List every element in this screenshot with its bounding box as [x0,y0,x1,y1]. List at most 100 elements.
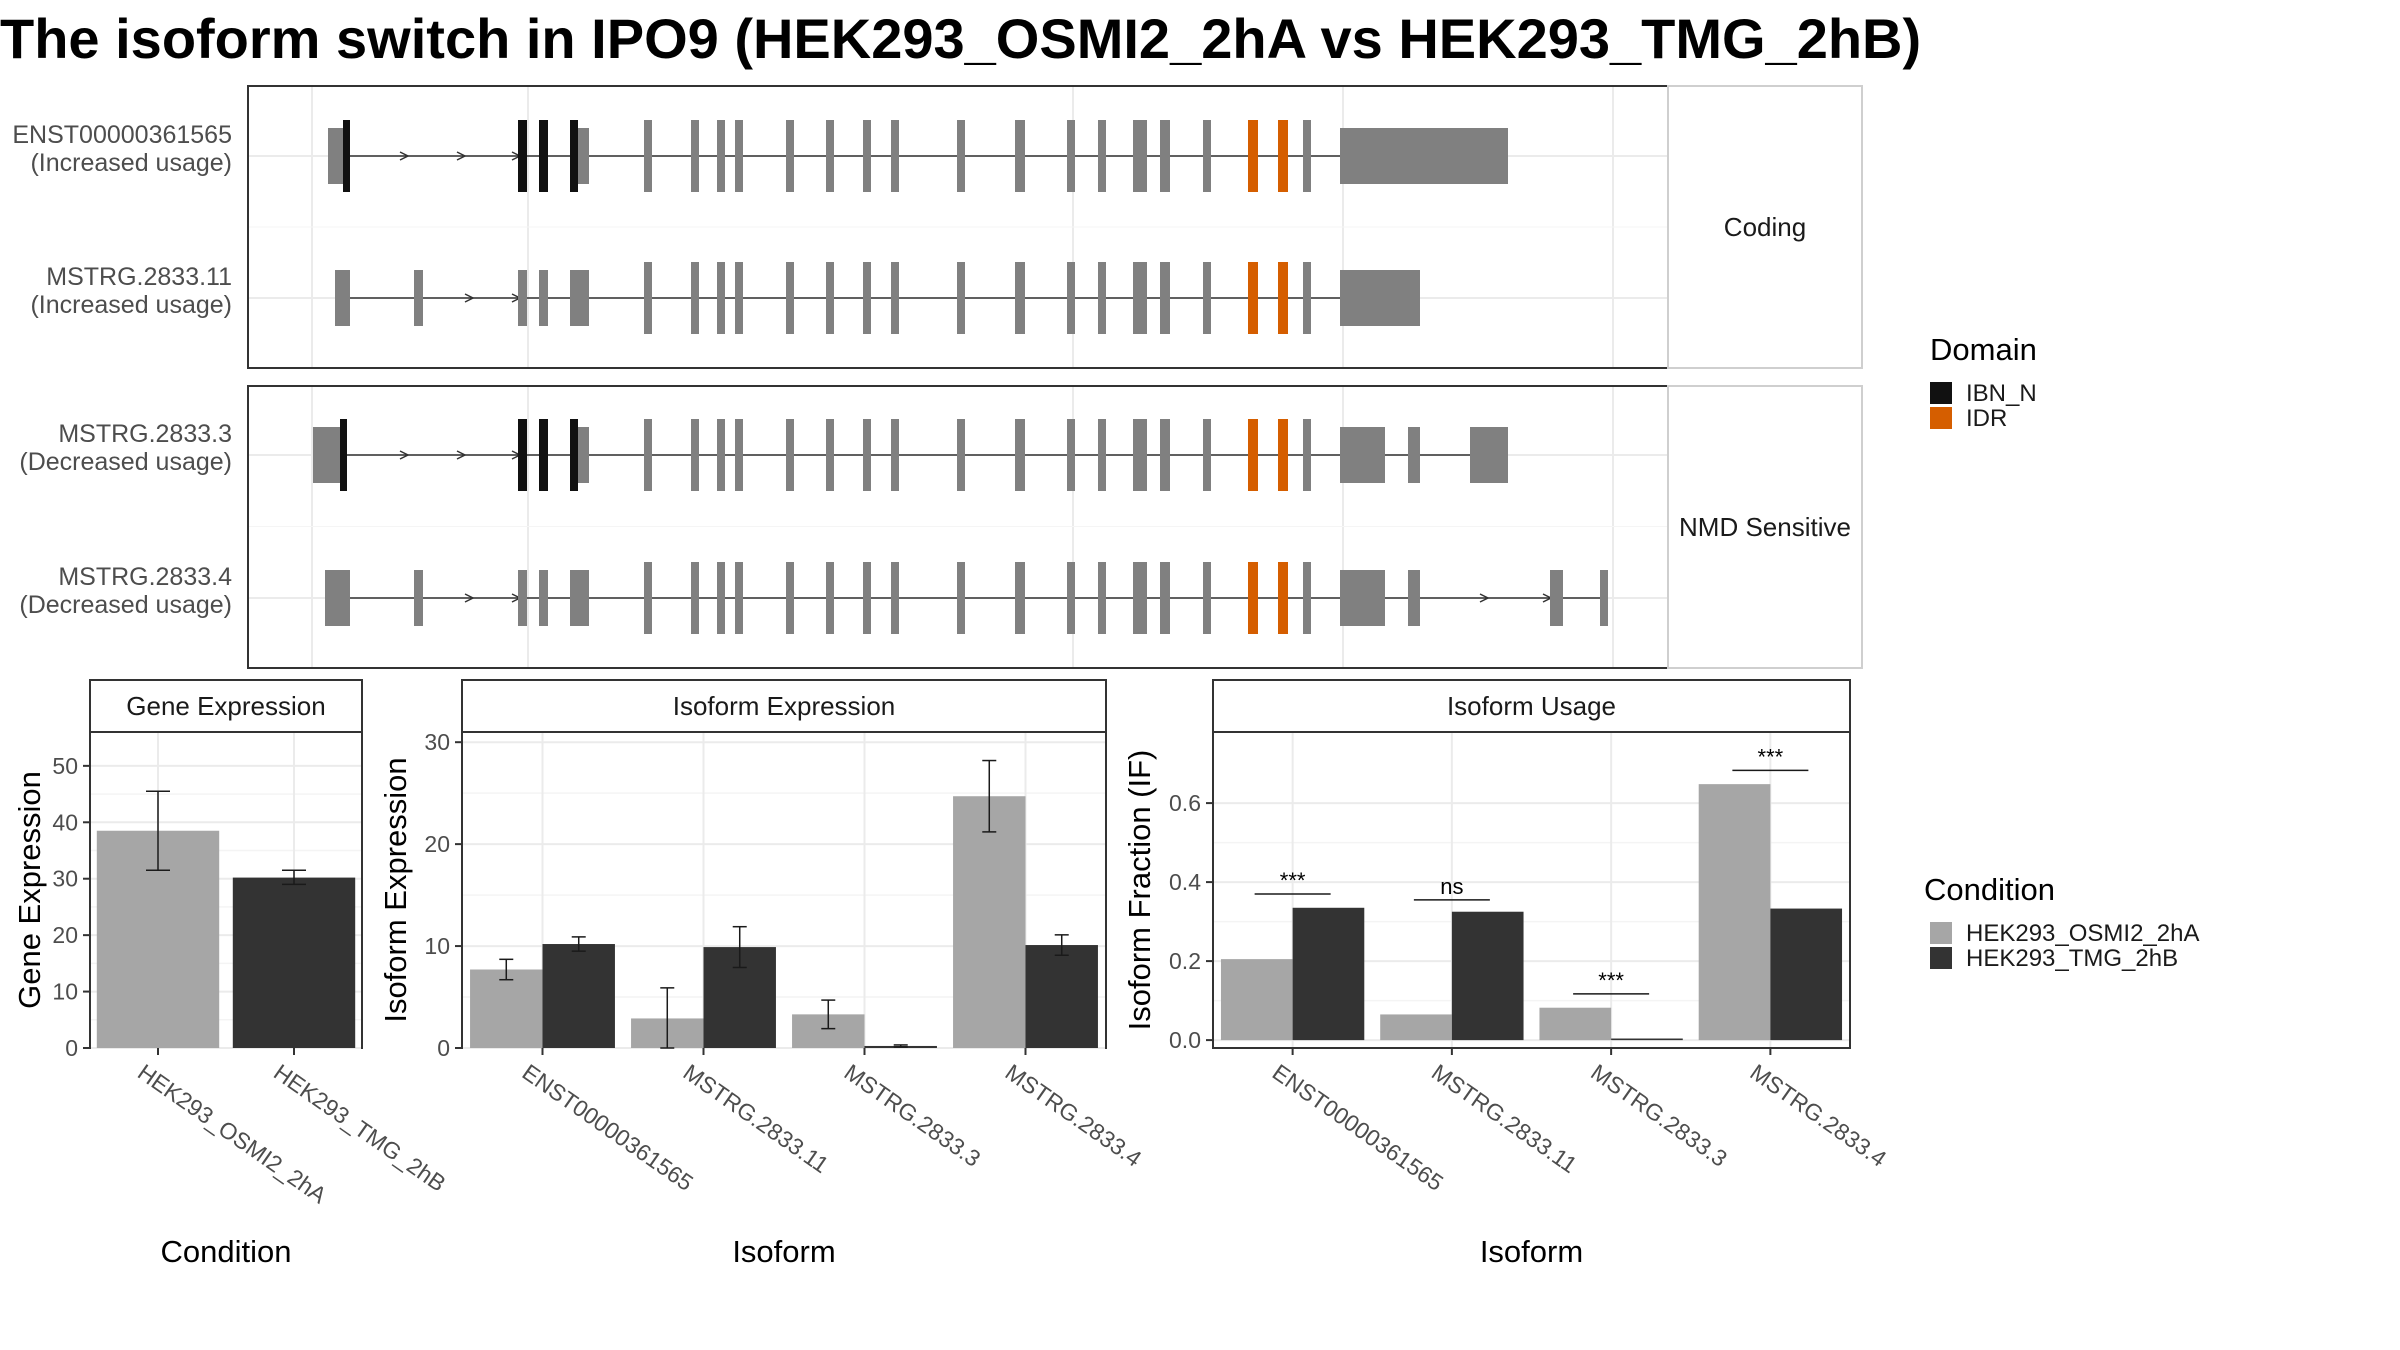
y-tick-label: 20 [52,922,78,948]
isoform-track: MSTRG.2833.3(Decreased usage) [19,419,1508,491]
exon [1203,262,1211,334]
bar [232,877,356,1048]
exon [1303,419,1311,491]
x-tick-label: MSTRG.2833.4 [1746,1059,1892,1172]
y-axis-title: Gene Expression [12,771,47,1009]
exon [1340,270,1420,326]
domain-legend-key [1930,382,1952,404]
exon [644,562,652,634]
x-axis-title: Condition [161,1234,292,1269]
bar [1025,945,1098,1048]
exon [1067,562,1075,634]
bar-panel-title: Isoform Expression [673,691,896,721]
idr-domain-exon [1248,262,1258,334]
exon [1133,419,1147,491]
y-axis-title: Isoform Expression [378,757,413,1022]
isoform-track: MSTRG.2833.11(Increased usage) [30,262,1420,334]
exon [1203,120,1211,192]
y-tick-label: 40 [52,809,78,835]
isoform-label: MSTRG.2833.11 [46,263,232,291]
exon [957,562,965,634]
exon [1203,419,1211,491]
exon [1203,562,1211,634]
figure-title: The isoform switch in IPO9 (HEK293_OSMI2… [0,7,1921,70]
isoform-track: ENST00000361565(Increased usage) [12,120,1508,192]
bar-panel-title: Isoform Usage [1447,691,1616,721]
significance-label: *** [1758,744,1784,769]
exon [786,262,794,334]
exon [1340,570,1385,626]
x-tick-label: ENST00000361565 [518,1059,698,1196]
exon [735,262,743,334]
exon [1160,120,1170,192]
x-tick-label: ENST00000361565 [1268,1059,1448,1196]
exon [570,570,578,626]
exon [1303,120,1311,192]
bar-chart-panel: Gene Expression01020304050HEK293_OSMI2_2… [12,679,451,1269]
exon [1098,262,1106,334]
exon [863,262,871,334]
y-tick-label: 0.0 [1169,1027,1201,1053]
exon [1098,419,1106,491]
exon [891,562,899,634]
exon [414,270,423,326]
exon [1133,120,1147,192]
bar [470,969,543,1048]
ibn-n-domain-exon [518,120,527,192]
bar [1770,908,1843,1041]
exon [1550,570,1563,626]
exon [518,270,527,326]
significance-label: ns [1440,874,1463,899]
bar [1220,959,1293,1041]
exon [735,562,743,634]
exon [786,562,794,634]
y-tick-label: 30 [424,729,450,755]
exon [786,419,794,491]
x-tick-label: MSTRG.2833.3 [840,1059,986,1172]
exon [539,570,548,626]
x-tick-label: MSTRG.2833.11 [679,1059,834,1178]
exon [1340,427,1385,483]
exon [1098,120,1106,192]
y-tick-label: 30 [52,866,78,892]
exon [1133,262,1147,334]
exon [1067,419,1075,491]
exon [570,270,578,326]
exon [578,270,589,326]
exon [1015,262,1025,334]
bar [1451,911,1524,1041]
strand-arrow [399,450,410,460]
isoform-usage-label: (Decreased usage) [19,591,232,619]
exon [891,262,899,334]
isoform-usage-label: (Increased usage) [30,291,232,319]
exon [863,120,871,192]
idr-domain-exon [1278,562,1288,634]
exon [691,419,699,491]
condition-legend-key [1930,922,1952,944]
strand-arrow [456,450,467,460]
exon [313,427,340,483]
bar-panel-strip [1212,679,1851,733]
y-tick-label: 0.6 [1169,790,1201,816]
exon [691,562,699,634]
exon [735,419,743,491]
x-axis-title: Isoform [1480,1234,1583,1269]
bar [542,944,615,1048]
exon [644,120,652,192]
y-tick-label: 10 [424,933,450,959]
idr-domain-exon [1248,562,1258,634]
exon [578,427,589,483]
exon [1160,562,1170,634]
domain-legend-title: Domain [1930,332,2037,367]
exon [1600,570,1608,626]
y-axis-title: Isoform Fraction (IF) [1122,750,1157,1031]
exon [414,570,423,626]
exon [1098,562,1106,634]
strand-arrow [399,151,410,161]
exon [1160,419,1170,491]
exon [891,120,899,192]
exon [1470,427,1508,483]
